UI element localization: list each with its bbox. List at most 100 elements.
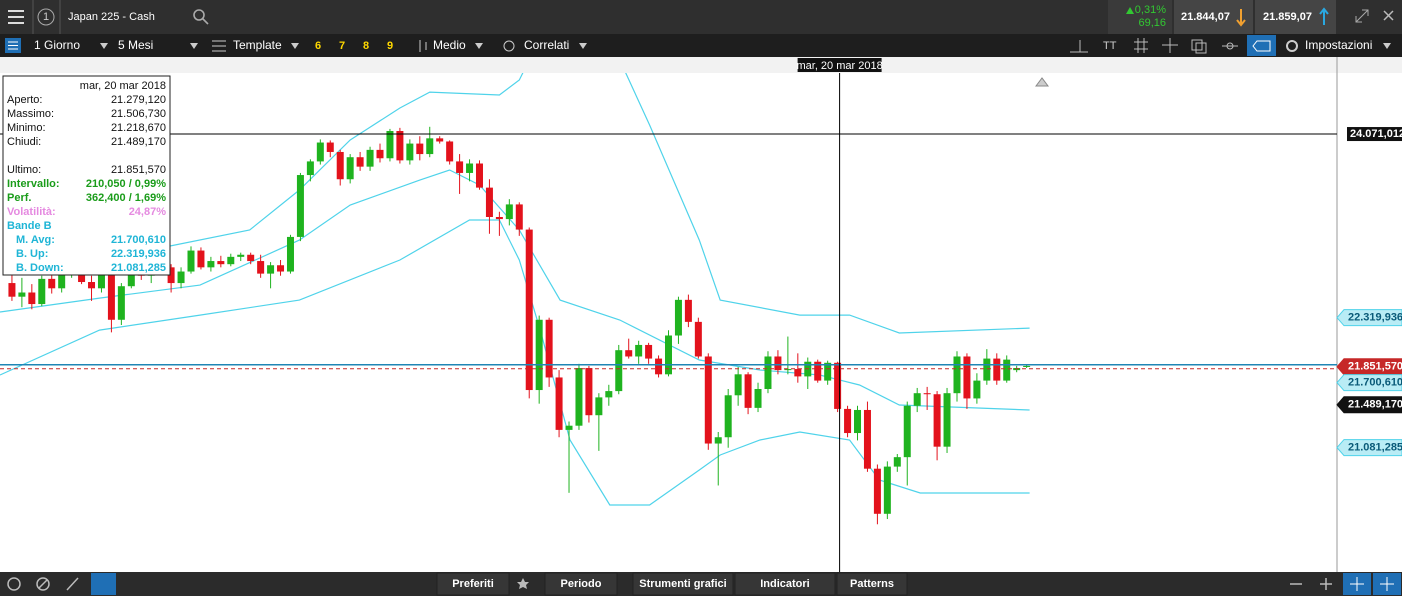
template-icon	[212, 40, 226, 52]
tool-icons[interactable]	[1070, 38, 1238, 54]
candle-body	[436, 138, 444, 142]
settings[interactable]: Impostazioni	[1305, 38, 1372, 52]
candle-body	[97, 272, 105, 289]
caret	[100, 43, 108, 49]
star-icon[interactable]	[517, 578, 529, 589]
bottom-icons[interactable]	[7, 577, 1332, 591]
bottom-tab[interactable]	[436, 572, 510, 596]
candle-body	[336, 151, 344, 180]
candle-body	[774, 356, 782, 371]
candle-body	[744, 374, 752, 408]
price-marker-label: 21.700,610	[1348, 377, 1402, 389]
info-value: 22.319,936	[111, 248, 166, 260]
candle-body	[366, 149, 374, 167]
range[interactable]: 5 Mesi	[118, 38, 153, 52]
info-value: 21.279,120	[111, 94, 166, 106]
bottom-tab-label: Preferiti	[452, 578, 494, 590]
search-icon[interactable]	[193, 9, 209, 25]
candle-body	[8, 283, 16, 297]
text-tool[interactable]: TT	[1103, 40, 1117, 52]
price-marker	[1336, 439, 1402, 457]
caret	[475, 43, 483, 49]
candle-body	[207, 261, 215, 268]
ask-box[interactable]	[1255, 0, 1336, 34]
candle-body	[456, 161, 464, 173]
candle-body	[535, 319, 543, 391]
candle-body	[615, 350, 623, 392]
candle-body	[913, 393, 921, 406]
candle-body	[903, 405, 911, 458]
info-value: 24,87%	[129, 206, 167, 218]
candle-body	[386, 130, 394, 159]
candle-body	[784, 369, 792, 371]
candle-body	[495, 216, 503, 220]
band-line	[0, 219, 1030, 506]
candle-body	[177, 271, 185, 284]
candle-body	[117, 286, 125, 320]
bottom-tab[interactable]	[734, 572, 836, 596]
preset[interactable]: 6	[315, 40, 321, 52]
info-label: Intervallo:	[7, 178, 60, 190]
candle-body	[883, 466, 891, 514]
candle-body	[565, 425, 573, 430]
candle-body	[267, 265, 275, 274]
crosshair-date: mar, 20 mar 2018	[796, 60, 882, 72]
badge-icon[interactable]	[37, 8, 55, 26]
preset[interactable]: 7	[339, 40, 345, 52]
candle-body	[953, 356, 961, 394]
info-value: 21.506,730	[111, 108, 166, 120]
bottom-tab[interactable]	[836, 572, 908, 596]
info-title: mar, 20 mar 2018	[80, 80, 166, 92]
candle-body	[814, 361, 822, 381]
info-label: M. Avg:	[16, 234, 55, 246]
price-marker-label: 21.081,285	[1348, 441, 1402, 453]
correlated-icon	[503, 40, 515, 52]
candle-body	[416, 143, 424, 155]
bid-price: 21.844,07	[1181, 11, 1230, 23]
candle-body	[674, 299, 682, 336]
bottom-tab-label: Patterns	[850, 578, 894, 590]
candle-body	[973, 380, 981, 399]
alert-marker[interactable]	[1035, 77, 1049, 87]
candle-body	[167, 267, 175, 284]
candle-body	[247, 254, 255, 262]
preset[interactable]: 9	[387, 40, 393, 52]
active-tool[interactable]	[1247, 35, 1276, 56]
preset[interactable]: 8	[363, 40, 369, 52]
candle-body	[933, 394, 941, 447]
candle-body	[704, 356, 712, 444]
close-icon[interactable]	[1383, 10, 1394, 21]
badge: 1	[43, 11, 49, 23]
info-value: 21.081,285	[111, 262, 166, 274]
menu-button[interactable]	[8, 10, 24, 24]
change-abs: 69,16	[1138, 17, 1166, 29]
bid-box[interactable]	[1174, 0, 1253, 34]
correlated[interactable]: Correlati	[524, 38, 569, 52]
info-label: Minimo:	[7, 122, 46, 134]
crosshair-price-box	[1347, 127, 1402, 142]
candle-body	[466, 163, 474, 173]
candle-body	[525, 229, 533, 391]
candle-body	[217, 261, 225, 265]
candle-body	[545, 319, 553, 378]
info-value: 362,400 / 1,69%	[86, 192, 166, 204]
price-marker-label: 21.489,170	[1348, 399, 1402, 411]
template[interactable]: Template	[233, 38, 282, 52]
change-box	[1108, 0, 1172, 34]
candle-body	[635, 344, 643, 357]
bottom-tab[interactable]	[632, 572, 734, 596]
candle-body	[406, 143, 414, 161]
bottom-tab[interactable]	[544, 572, 618, 596]
caret	[291, 43, 299, 49]
candle-body	[316, 142, 324, 162]
instrument-title: Japan 225 - Cash	[68, 11, 155, 23]
crosshair-date-box	[797, 58, 882, 72]
snap-button[interactable]	[91, 573, 116, 595]
candle-body	[38, 278, 46, 305]
info-label: B. Down:	[16, 262, 64, 274]
interval[interactable]: 1 Giorno	[34, 38, 80, 52]
chart-style[interactable]: Medio	[433, 38, 466, 52]
price-marker	[1336, 358, 1402, 376]
expand-icon[interactable]	[1355, 9, 1369, 23]
